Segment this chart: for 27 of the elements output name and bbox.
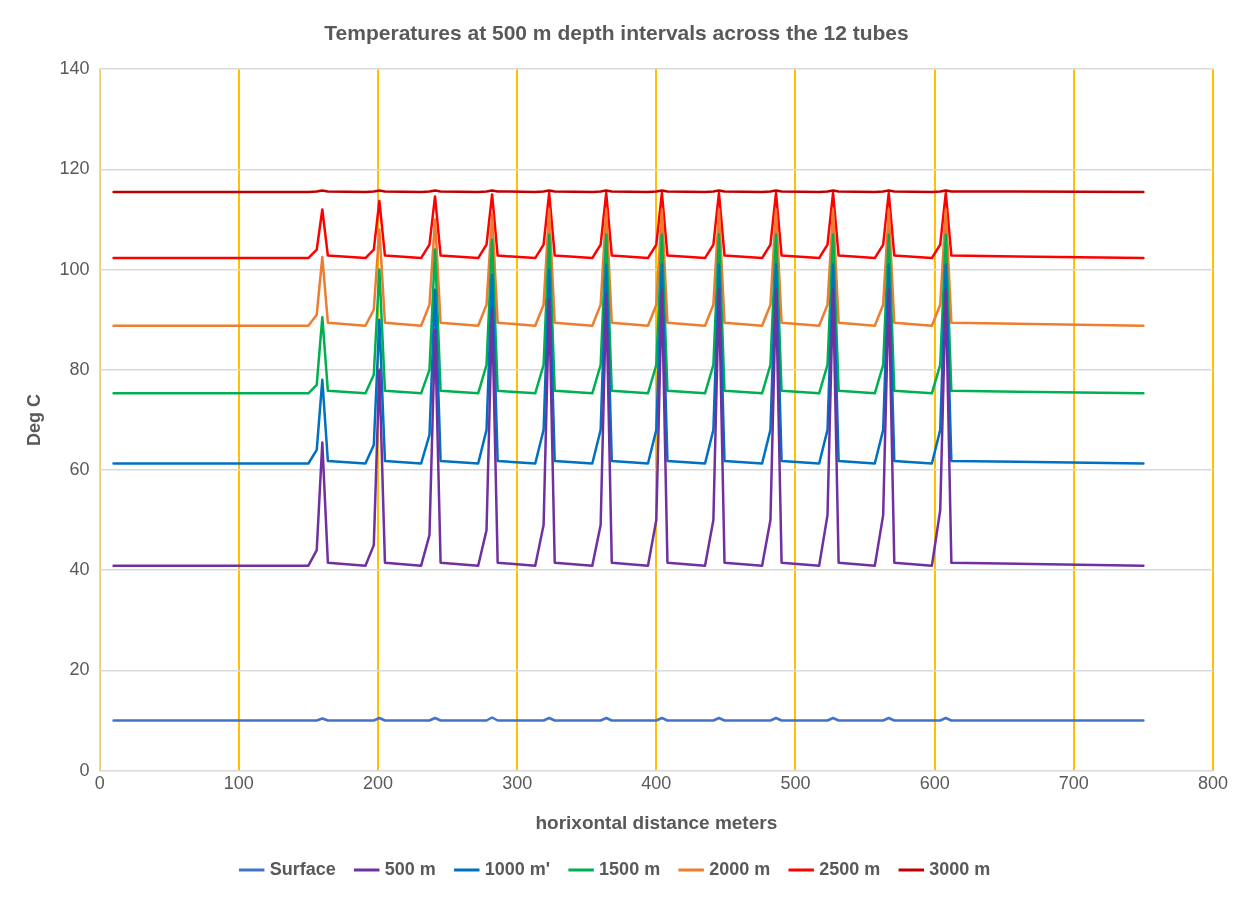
y-tick-label: 100 — [59, 258, 90, 279]
x-tick-label: 100 — [223, 773, 254, 794]
y-tick-label: 120 — [59, 158, 90, 179]
x-tick-label: 400 — [641, 773, 672, 794]
x-tick-label: 800 — [1197, 773, 1229, 794]
x-tick-label: 200 — [362, 773, 393, 794]
y-tick-label: 0 — [79, 759, 90, 780]
x-tick-label: 600 — [919, 773, 950, 794]
x-tick-label: 300 — [502, 773, 533, 794]
y-tick-label: 20 — [69, 659, 90, 680]
y-tick-label: 80 — [69, 358, 90, 379]
x-tick-label: 700 — [1058, 773, 1089, 794]
legend-label: 1500 m — [599, 858, 661, 879]
y-tick-label: 60 — [69, 458, 90, 479]
legend-label: 1000 m' — [484, 858, 551, 879]
x-tick-label: 0 — [94, 773, 105, 794]
y-tick-label: 140 — [59, 58, 90, 79]
x-axis-title: horixontal distance meters — [535, 811, 778, 833]
y-tick-label: 40 — [69, 559, 90, 580]
chart-title: Temperatures at 500 m depth intervals across the 12 tubes — [324, 21, 909, 45]
x-tick-label: 500 — [780, 773, 811, 794]
legend-label: 2500 m — [819, 858, 881, 879]
legend-label: 500 m — [384, 858, 436, 879]
y-axis-title: Deg C — [23, 393, 44, 446]
legend-label: Surface — [269, 858, 336, 879]
legend-label: 2000 m — [709, 858, 771, 879]
legend-label: 3000 m — [929, 858, 991, 879]
